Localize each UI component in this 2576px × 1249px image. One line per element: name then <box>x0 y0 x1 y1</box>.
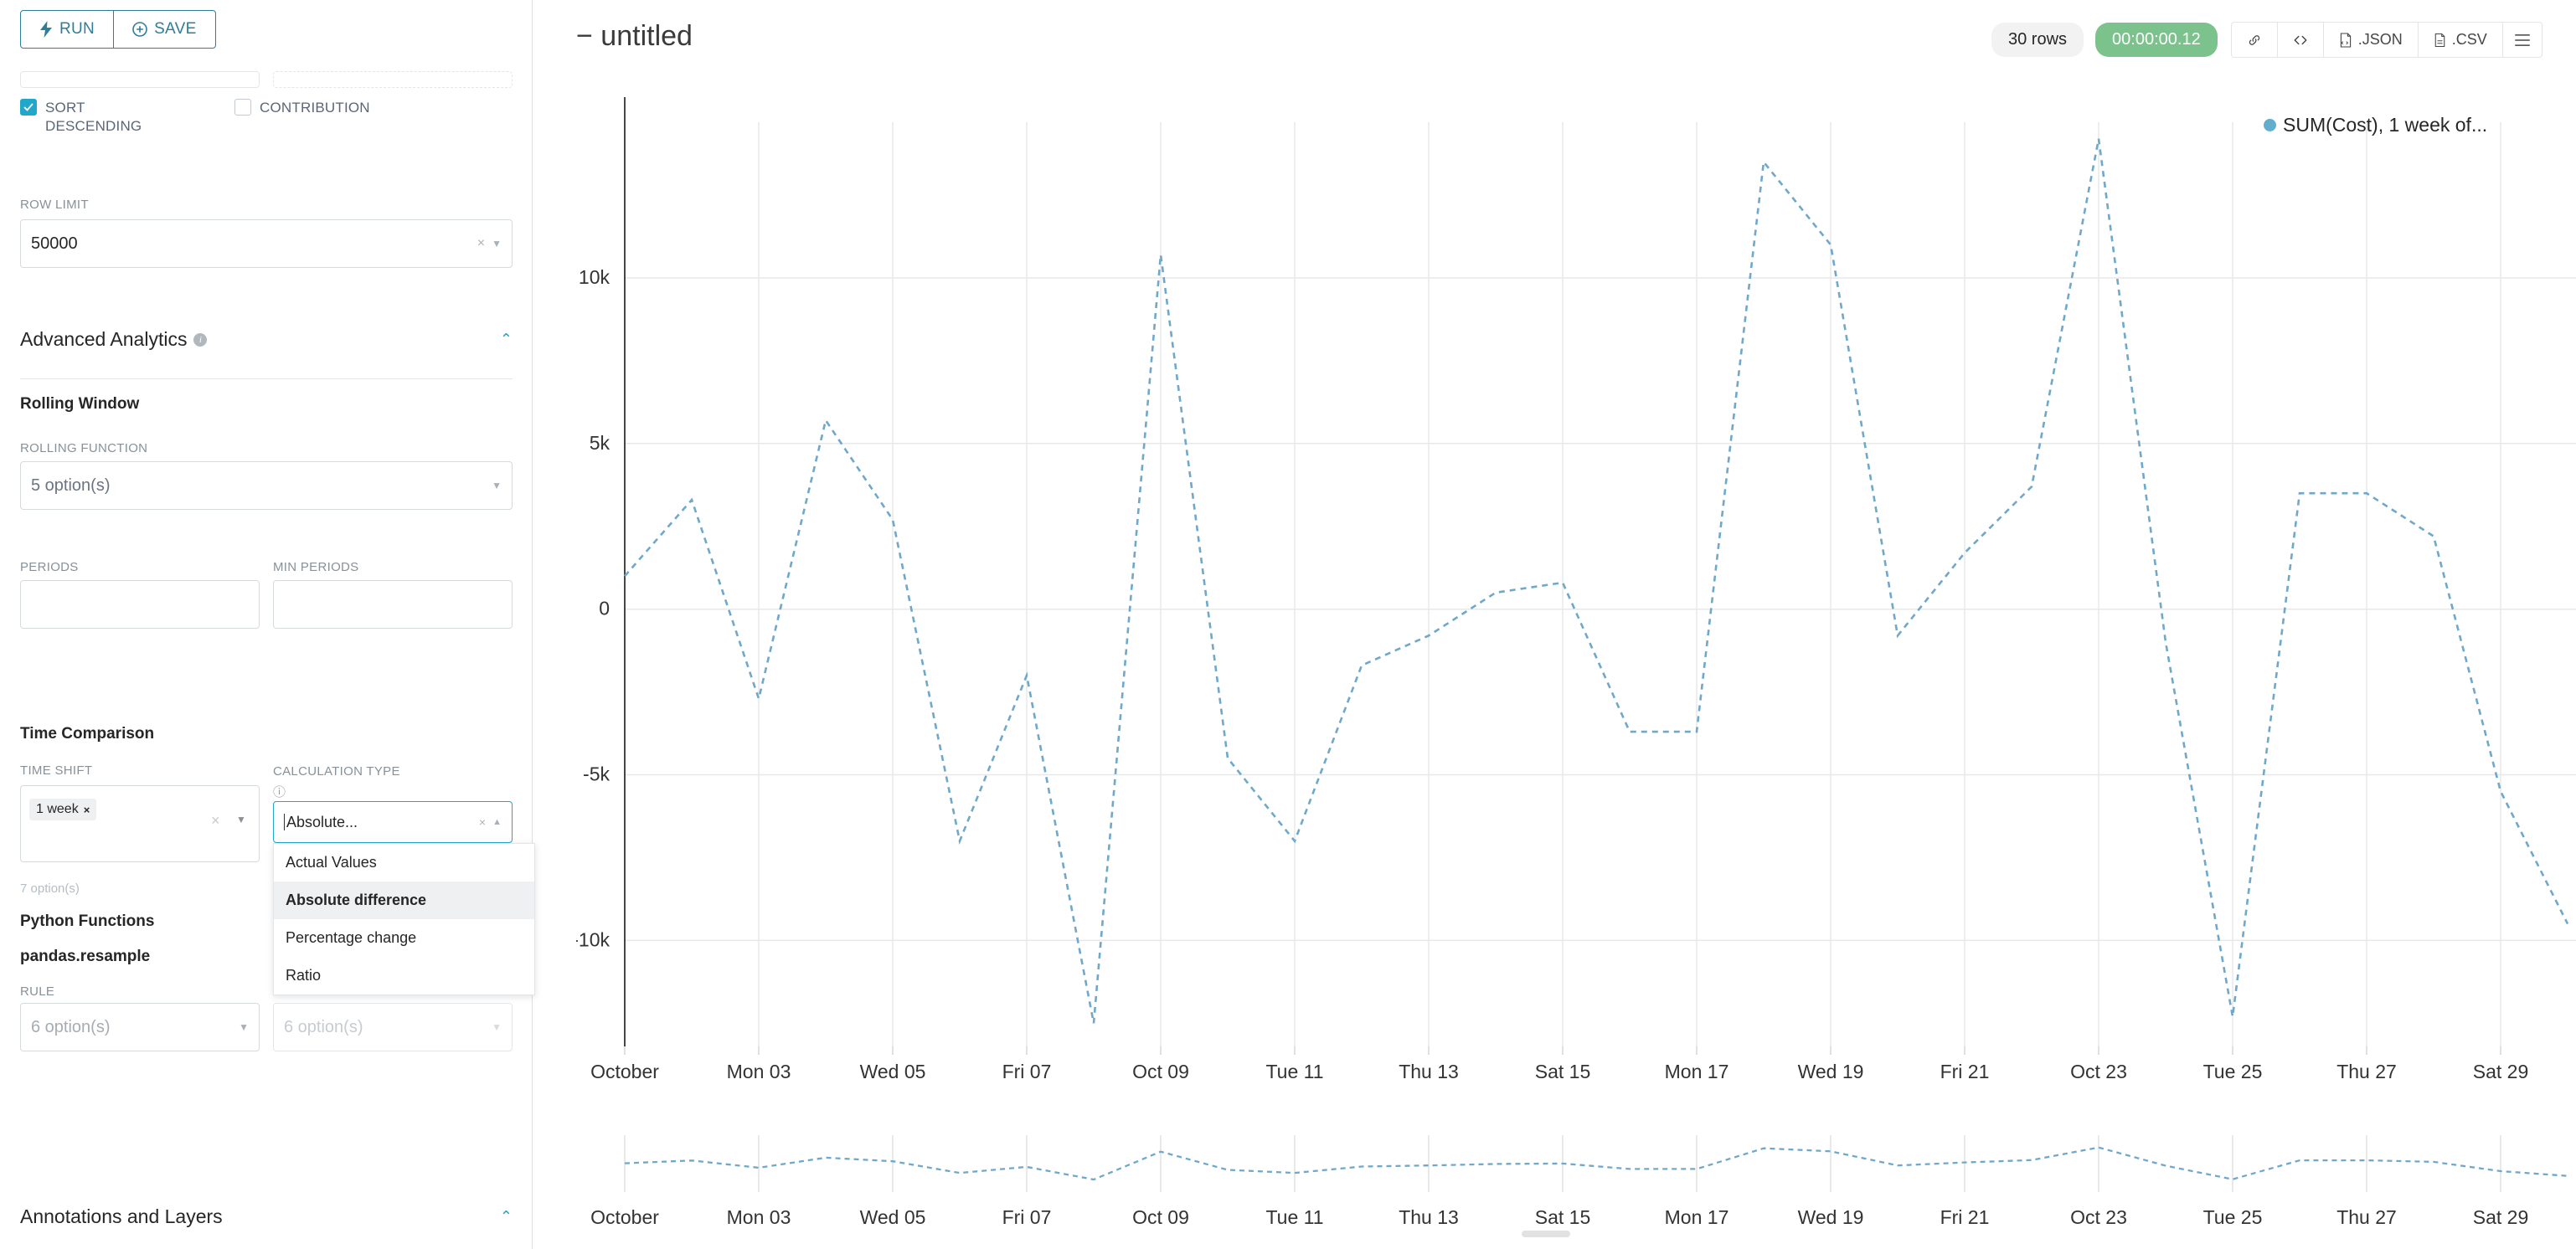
svg-text:Oct 23: Oct 23 <box>2070 1061 2127 1078</box>
svg-text:Fri 21: Fri 21 <box>1940 1061 1990 1078</box>
svg-text:Mon 17: Mon 17 <box>1665 1061 1729 1078</box>
svg-text:-10k: -10k <box>576 928 610 950</box>
svg-text:Wed 05: Wed 05 <box>860 1206 926 1228</box>
svg-text:October: October <box>590 1061 659 1078</box>
svg-text:-5k: -5k <box>583 763 610 785</box>
svg-text:Fri 21: Fri 21 <box>1940 1206 1990 1228</box>
svg-text:Oct 23: Oct 23 <box>2070 1206 2127 1228</box>
svg-text:Fri 07: Fri 07 <box>1002 1206 1052 1228</box>
svg-text:5k: 5k <box>590 432 611 454</box>
svg-text:Thu 27: Thu 27 <box>2336 1206 2397 1228</box>
svg-text:Mon 03: Mon 03 <box>727 1061 791 1078</box>
svg-text:Wed 19: Wed 19 <box>1798 1206 1864 1228</box>
svg-text:Mon 17: Mon 17 <box>1665 1206 1729 1228</box>
svg-text:Sat 29: Sat 29 <box>2473 1206 2529 1228</box>
svg-text:Sat 29: Sat 29 <box>2473 1061 2529 1078</box>
svg-text:Oct 09: Oct 09 <box>1132 1061 1189 1078</box>
svg-text:Tue 25: Tue 25 <box>2203 1061 2263 1078</box>
svg-text:Fri 07: Fri 07 <box>1002 1061 1052 1078</box>
svg-text:Thu 27: Thu 27 <box>2336 1061 2397 1078</box>
svg-text:Tue 11: Tue 11 <box>1265 1206 1323 1228</box>
svg-text:10k: 10k <box>579 266 611 288</box>
svg-text:Thu 13: Thu 13 <box>1399 1061 1459 1078</box>
svg-text:Wed 05: Wed 05 <box>860 1061 926 1078</box>
svg-text:Tue 25: Tue 25 <box>2203 1206 2263 1228</box>
svg-text:Tue 11: Tue 11 <box>1265 1061 1323 1078</box>
svg-text:Sat 15: Sat 15 <box>1535 1061 1591 1078</box>
svg-text:Sat 15: Sat 15 <box>1535 1206 1591 1228</box>
svg-text:Thu 13: Thu 13 <box>1399 1206 1459 1228</box>
svg-text:Oct 09: Oct 09 <box>1132 1206 1189 1228</box>
svg-text:Wed 19: Wed 19 <box>1798 1061 1864 1078</box>
svg-text:0: 0 <box>599 598 610 619</box>
svg-text:October: October <box>590 1206 659 1228</box>
svg-text:Mon 03: Mon 03 <box>727 1206 791 1228</box>
